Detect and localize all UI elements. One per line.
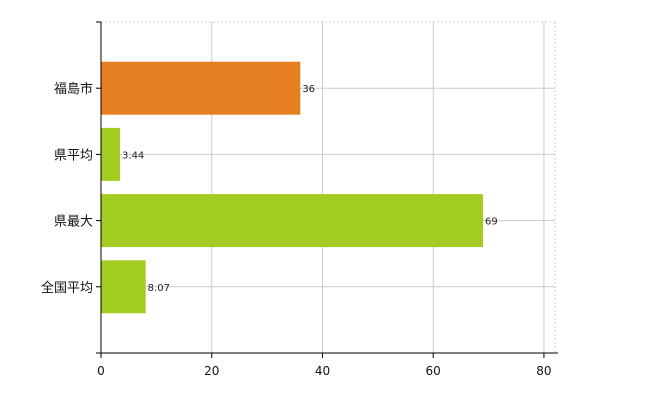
data-label-1: 3.44	[122, 150, 144, 161]
bar-1	[101, 127, 121, 181]
y-tick-label-3: 全国平均	[41, 280, 93, 296]
bar-3	[101, 260, 146, 314]
x-tick-label-60: 60	[426, 364, 441, 378]
x-tick-label-80: 80	[536, 364, 551, 378]
x-tick-label-0: 0	[97, 364, 105, 378]
y-tick-label-0: 福島市	[54, 81, 93, 97]
bar-2	[101, 194, 484, 248]
bar-0	[101, 61, 301, 115]
x-tick-label-40: 40	[315, 364, 330, 378]
y-tick-label-2: 県最大	[54, 215, 93, 230]
y-tick-label-1: 県平均	[54, 148, 93, 163]
bar-layer	[101, 61, 484, 314]
axis-layer	[96, 21, 558, 358]
data-label-0: 36	[302, 84, 315, 95]
x-tick-label-20: 20	[204, 364, 219, 378]
data-label-3: 8.07	[148, 283, 170, 294]
data-label-2: 69	[485, 217, 498, 228]
